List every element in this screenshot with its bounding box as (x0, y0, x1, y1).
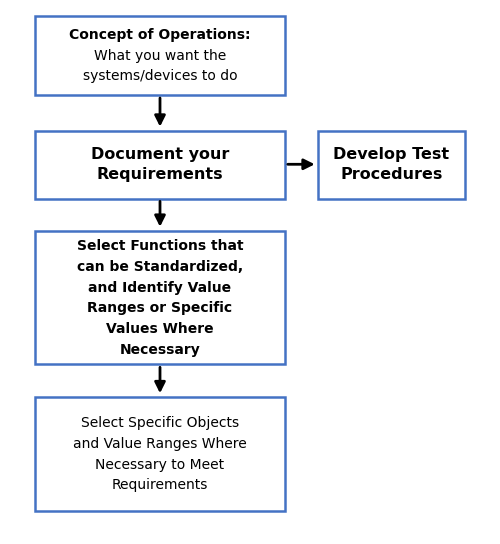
Text: Necessary: Necessary (120, 343, 200, 356)
Text: can be Standardized,: can be Standardized, (77, 260, 243, 274)
Text: Develop Test: Develop Test (333, 147, 450, 162)
Text: Procedures: Procedures (340, 168, 442, 182)
Text: Select Specific Objects: Select Specific Objects (81, 416, 239, 430)
FancyBboxPatch shape (35, 231, 285, 364)
Text: Values Where: Values Where (106, 322, 214, 336)
FancyBboxPatch shape (35, 16, 285, 95)
Text: systems/devices to do: systems/devices to do (82, 70, 237, 83)
FancyBboxPatch shape (35, 131, 285, 199)
Text: What you want the: What you want the (94, 49, 226, 63)
FancyBboxPatch shape (318, 131, 465, 199)
Text: Necessary to Meet: Necessary to Meet (96, 458, 224, 472)
Text: Concept of Operations:: Concept of Operations: (69, 28, 251, 42)
Text: Document your: Document your (91, 147, 229, 162)
FancyBboxPatch shape (35, 397, 285, 511)
Text: Ranges or Specific: Ranges or Specific (88, 301, 233, 315)
Text: Select Functions that: Select Functions that (76, 239, 243, 253)
Text: Requirements: Requirements (96, 168, 224, 182)
Text: Requirements: Requirements (112, 478, 208, 492)
Text: and Identify Value: and Identify Value (88, 281, 232, 294)
Text: and Value Ranges Where: and Value Ranges Where (73, 437, 247, 451)
